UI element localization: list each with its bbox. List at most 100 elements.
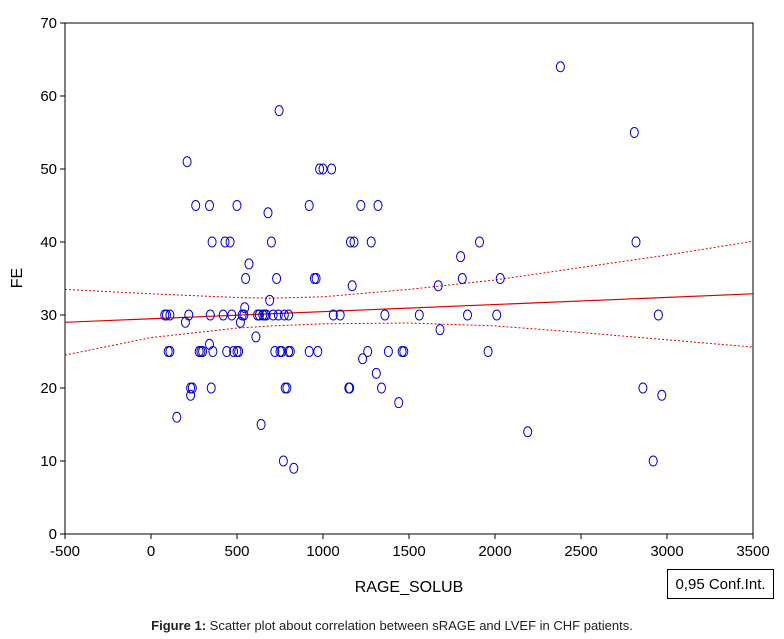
data-point: [206, 382, 216, 394]
x-tick-label: 3000: [650, 543, 683, 560]
data-point: [184, 309, 194, 321]
data-point: [285, 346, 295, 357]
data-point: [222, 346, 232, 357]
data-point: [205, 309, 215, 321]
data-point: [475, 236, 484, 248]
y-axis-title: FE: [9, 268, 26, 288]
data-point: [261, 309, 271, 321]
data-point: [366, 236, 376, 248]
x-tick-label: -500: [50, 543, 80, 560]
data-point: [191, 200, 201, 211]
data-point: [172, 411, 182, 423]
data-point: [648, 455, 658, 467]
data-point: [371, 367, 381, 379]
caption-text: Scatter plot about correlation between s…: [206, 618, 633, 633]
y-tick-label: 60: [40, 88, 57, 105]
data-point: [435, 324, 445, 336]
data-point: [225, 236, 235, 248]
y-tick-label: 30: [40, 307, 57, 324]
x-tick-label: 500: [224, 543, 249, 560]
data-point: [254, 309, 264, 321]
data-point: [335, 309, 345, 321]
data-point: [268, 309, 278, 321]
data-point: [555, 61, 565, 73]
confidence-bands: [65, 240, 753, 356]
data-point: [328, 309, 338, 321]
data-point: [229, 346, 239, 357]
data-point: [277, 346, 287, 357]
data-point: [235, 316, 245, 328]
data-point: [315, 163, 325, 175]
data-point: [263, 207, 273, 219]
data-point: [327, 163, 337, 175]
data-point: [208, 346, 218, 357]
data-point: [457, 273, 467, 284]
data-point: [383, 346, 393, 357]
data-point: [270, 346, 280, 357]
data-point: [629, 127, 639, 138]
data-point: [347, 280, 357, 292]
data-point: [311, 273, 321, 284]
data-point: [220, 236, 230, 248]
data-points: [160, 61, 667, 474]
data-point: [241, 273, 251, 284]
data-point: [165, 346, 175, 357]
axis-ticks: [60, 22, 754, 539]
regression-line-group: [65, 293, 753, 323]
x-tick-label: 0: [147, 543, 155, 560]
data-point: [256, 419, 266, 430]
data-point: [304, 346, 314, 357]
y-tick-label: 70: [40, 15, 57, 32]
data-point: [356, 200, 366, 211]
data-point: [284, 309, 294, 321]
data-point: [186, 389, 196, 401]
data-point: [394, 397, 404, 409]
data-point: [345, 382, 355, 394]
figure-caption: Figure 1: Scatter plot about correlation…: [0, 618, 784, 633]
data-point: [483, 346, 493, 357]
data-point: [433, 280, 443, 292]
plot-area-frame: [64, 22, 754, 535]
data-point: [399, 346, 409, 357]
y-tick-label: 40: [40, 234, 57, 251]
x-tick-label: 1500: [392, 543, 425, 560]
data-point: [273, 309, 283, 321]
data-point: [463, 309, 472, 321]
data-point: [638, 382, 648, 394]
data-point: [198, 346, 208, 357]
data-point: [266, 236, 276, 248]
y-tick-label: 10: [40, 453, 57, 470]
data-point: [346, 236, 355, 248]
data-point: [523, 426, 533, 438]
data-point: [380, 309, 390, 321]
x-axis-title: RAGE_SOLUB: [355, 579, 463, 596]
x-tick-label: 2000: [478, 543, 511, 560]
data-point: [207, 236, 217, 248]
data-point: [456, 251, 466, 263]
data-point: [187, 382, 197, 394]
data-point: [278, 455, 288, 467]
data-point: [373, 200, 383, 211]
data-point: [274, 105, 284, 117]
data-point: [313, 346, 323, 357]
data-point: [657, 389, 667, 401]
x-tick-label: 3500: [736, 543, 769, 560]
legend-box: 0,95 Conf.Int.: [667, 569, 774, 599]
data-point: [162, 309, 171, 321]
data-point: [631, 236, 641, 248]
data-point: [205, 338, 214, 350]
data-point: [234, 346, 244, 357]
data-point: [265, 294, 275, 306]
data-point: [240, 302, 250, 314]
data-point: [244, 258, 254, 270]
data-point: [289, 462, 299, 474]
data-point: [279, 309, 289, 321]
axis-tick-labels: -500 0 500 1000 1500 2000 2500 3000 350001020304…: [40, 15, 769, 560]
y-tick-label: 50: [40, 161, 57, 178]
data-point: [205, 200, 214, 211]
data-point: [304, 200, 314, 211]
data-point: [218, 309, 228, 321]
data-point: [358, 353, 368, 365]
data-point: [239, 309, 249, 321]
